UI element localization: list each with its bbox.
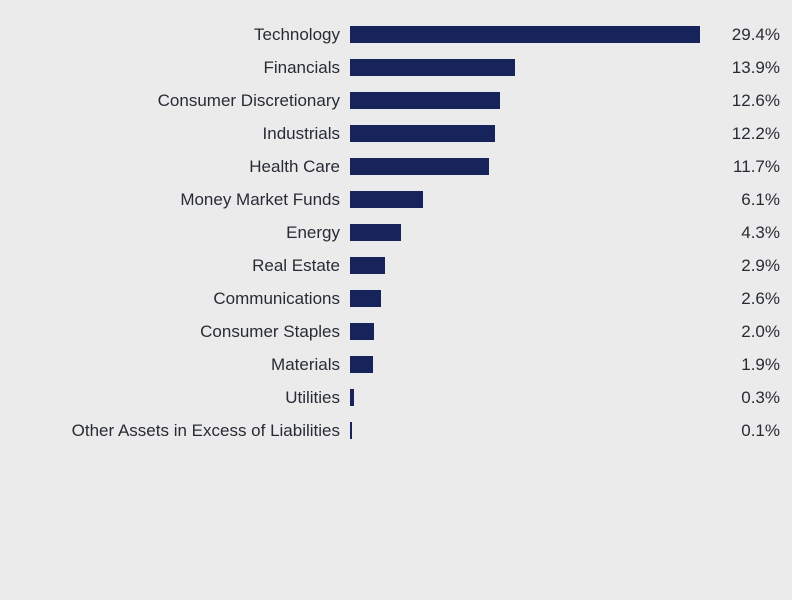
bar [350,389,354,406]
category-label: Financials [0,58,350,78]
category-label: Communications [0,289,350,309]
bar [350,125,495,142]
bar [350,422,352,439]
bar-track [350,356,700,373]
category-label: Industrials [0,124,350,144]
category-label: Health Care [0,157,350,177]
value-label: 4.3% [700,223,792,243]
bar-track [350,59,700,76]
bar [350,59,515,76]
bar-track [350,389,700,406]
category-label: Consumer Staples [0,322,350,342]
bar [350,257,385,274]
chart-row: Consumer Discretionary 12.6% [0,84,792,117]
category-label: Money Market Funds [0,190,350,210]
chart-row: Industrials 12.2% [0,117,792,150]
bar-track [350,422,700,439]
bar [350,26,700,43]
bar [350,92,500,109]
bar-track [350,257,700,274]
bar [350,323,374,340]
chart-row: Other Assets in Excess of Liabilities 0.1… [0,414,792,447]
category-label: Real Estate [0,256,350,276]
value-label: 6.1% [700,190,792,210]
category-label: Consumer Discretionary [0,91,350,111]
value-label: 2.6% [700,289,792,309]
category-label: Materials [0,355,350,375]
value-label: 2.9% [700,256,792,276]
bar [350,356,373,373]
chart-row: Consumer Staples 2.0% [0,315,792,348]
value-label: 2.0% [700,322,792,342]
bar-track [350,26,700,43]
bar [350,290,381,307]
bar-track [350,323,700,340]
value-label: 0.3% [700,388,792,408]
bar-track [350,125,700,142]
chart-row: Money Market Funds 6.1% [0,183,792,216]
bar-track [350,191,700,208]
chart-row: Energy 4.3% [0,216,792,249]
chart-row: Financials 13.9% [0,51,792,84]
value-label: 13.9% [700,58,792,78]
category-label: Other Assets in Excess of Liabilities [0,421,350,441]
value-label: 12.2% [700,124,792,144]
category-label: Utilities [0,388,350,408]
value-label: 0.1% [700,421,792,441]
bar-track [350,290,700,307]
category-label: Technology [0,25,350,45]
bar-track [350,92,700,109]
bar-track [350,224,700,241]
chart-row: Utilities 0.3% [0,381,792,414]
chart-row: Communications 2.6% [0,282,792,315]
bar [350,224,401,241]
bar [350,191,423,208]
bar-track [350,158,700,175]
value-label: 12.6% [700,91,792,111]
allocation-bar-chart: Technology 29.4% Financials 13.9% Consumer D… [0,0,792,600]
chart-row: Materials 1.9% [0,348,792,381]
category-label: Energy [0,223,350,243]
value-label: 29.4% [700,25,792,45]
value-label: 1.9% [700,355,792,375]
bar [350,158,489,175]
value-label: 11.7% [700,157,792,177]
chart-row: Real Estate 2.9% [0,249,792,282]
chart-row: Technology 29.4% [0,18,792,51]
chart-row: Health Care 11.7% [0,150,792,183]
